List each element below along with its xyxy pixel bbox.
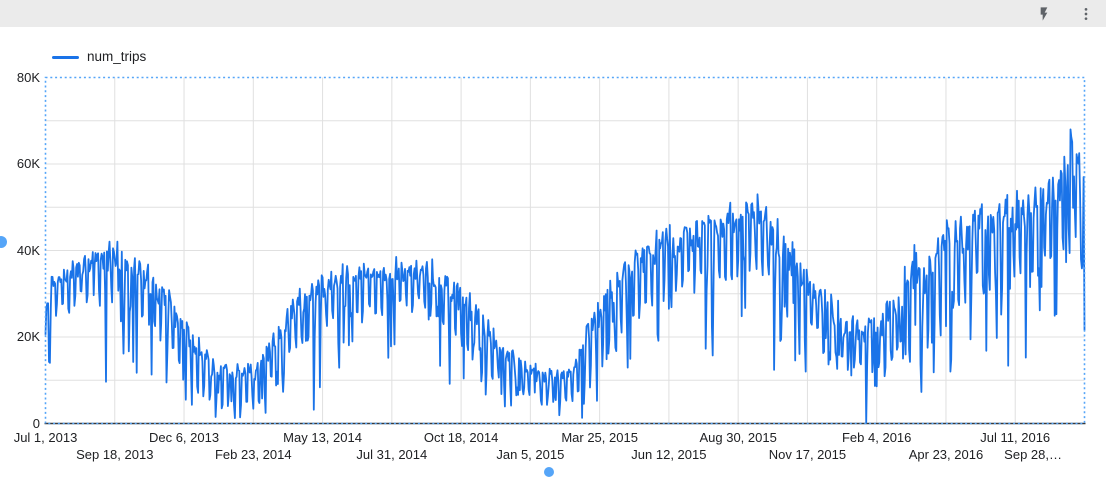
x-tick-label: Apr 23, 2016 (908, 447, 984, 462)
x-tick-label: Dec 6, 2013 (148, 430, 220, 445)
legend-label: num_trips (87, 49, 147, 64)
x-tick-label: Nov 17, 2015 (768, 447, 847, 462)
x-tick-label: Sep 28,… (1004, 447, 1062, 462)
x-tick-label: Jul 1, 2013 (13, 430, 78, 445)
x-tick-label: Jul 11, 2016 (980, 430, 1051, 445)
chart-legend: num_trips (52, 48, 146, 66)
x-tick-label: Mar 25, 2015 (561, 430, 638, 445)
x-tick-label: Jan 5, 2015 (496, 447, 565, 462)
selection-resize-handle-bottom[interactable] (544, 467, 554, 477)
y-tick-label: 20K (16, 329, 40, 344)
kebab-menu-icon-glyph (1084, 7, 1088, 20)
y-tick-label: 60K (16, 156, 40, 171)
y-tick-label: 40K (16, 242, 40, 258)
x-tick-label: Jun 12, 2015 (631, 447, 707, 462)
legend-swatch (52, 55, 79, 59)
lightning-icon-glyph (1040, 6, 1048, 21)
x-tick-label: Feb 4, 2016 (841, 430, 912, 445)
y-tick-label: 0 (32, 415, 40, 431)
x-tick-label: Oct 18, 2014 (423, 430, 499, 445)
lightning-icon[interactable] (1032, 2, 1056, 26)
x-tick-label: Jul 31, 2014 (356, 447, 428, 462)
selection-resize-handle-left[interactable] (0, 236, 7, 248)
x-tick-label: Feb 23, 2014 (214, 447, 292, 462)
x-tick-label: May 13, 2014 (283, 430, 362, 445)
x-tick-label: Aug 30, 2015 (699, 430, 777, 445)
x-tick-label: Sep 18, 2013 (76, 447, 154, 462)
y-tick-label: 80K (16, 69, 40, 85)
top-toolbar (0, 0, 1106, 27)
kebab-menu-icon[interactable] (1074, 2, 1098, 26)
